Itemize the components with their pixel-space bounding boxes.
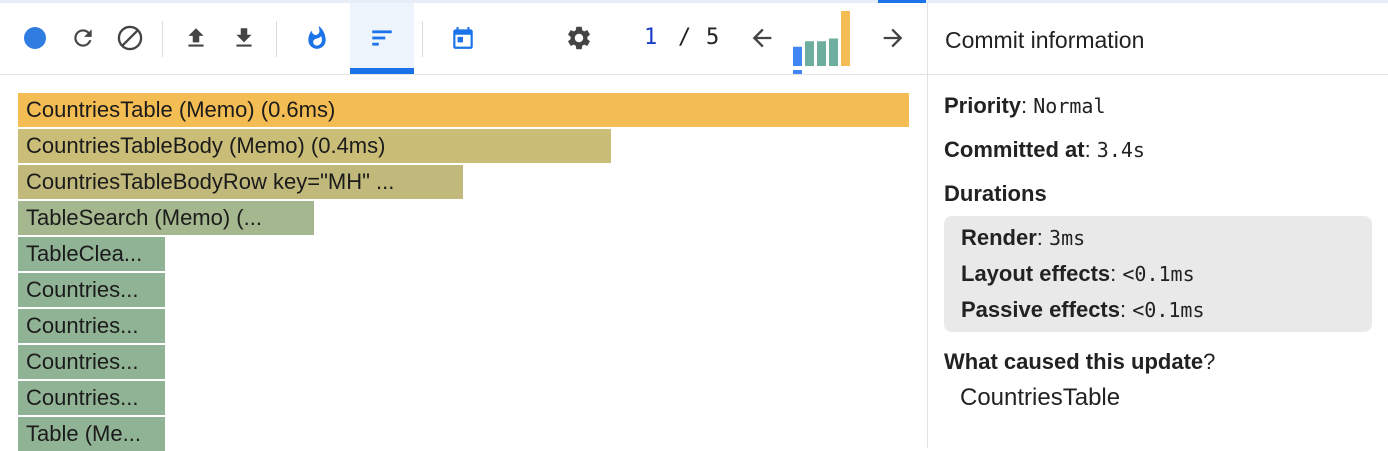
load-profile-button[interactable]	[179, 21, 213, 55]
commit-bar[interactable]	[841, 11, 850, 66]
commit-bar[interactable]	[829, 38, 838, 67]
commit-bar[interactable]	[817, 41, 826, 66]
toolbar-separator	[422, 21, 423, 57]
reload-and-profile-button[interactable]	[66, 21, 100, 55]
selected-commit-marker	[793, 70, 802, 74]
calendar-icon	[453, 27, 473, 49]
ranked-tab[interactable]	[365, 21, 399, 55]
commit-bar[interactable]	[805, 41, 814, 66]
update-cause-heading: What caused this update?	[944, 349, 1215, 375]
save-profile-button[interactable]	[227, 21, 261, 55]
clear-profile-button[interactable]	[113, 21, 147, 55]
passive-effects-row: Passive effects: <0.1ms	[961, 297, 1205, 322]
priority-label: Priority	[944, 93, 1022, 118]
previous-commit-button[interactable]	[745, 21, 779, 55]
sidebar-title: Commit information	[945, 27, 1145, 53]
priority-value: Normal	[1033, 94, 1106, 118]
commit-total: 5	[706, 25, 720, 50]
render-label: Render	[961, 225, 1037, 250]
profiler-toolbar: 1 / 5	[0, 3, 927, 75]
passive-effects-label: Passive effects	[961, 297, 1120, 322]
download-icon	[236, 28, 252, 47]
layout-effects-label: Layout effects	[961, 261, 1111, 286]
render-row: Render: 3ms	[961, 225, 1086, 250]
ranked-bar[interactable]: Countries...	[18, 309, 165, 343]
ranked-chart: CountriesTable (Memo) (0.6ms) CountriesTa…	[0, 75, 927, 451]
top-border	[0, 0, 1388, 3]
profiler-settings-button[interactable]	[562, 21, 596, 55]
block-icon	[117, 25, 143, 51]
durations-heading: Durations	[944, 181, 1047, 207]
render-value: 3ms	[1049, 226, 1086, 250]
arrow-left-icon	[752, 28, 772, 48]
sidebar-header: Commit information	[928, 3, 1388, 75]
commit-index: 1	[644, 25, 658, 50]
durations-box: Render: 3ms Layout effects: <0.1ms Passi…	[944, 216, 1372, 332]
commit-separator: /	[678, 25, 692, 50]
layout-effects-row: Layout effects: <0.1ms	[961, 261, 1195, 286]
ranked-bar[interactable]: CountriesTable (Memo) (0.6ms)	[18, 93, 909, 127]
timeline-tab[interactable]	[446, 21, 480, 55]
ranked-bar[interactable]: CountriesTableBodyRow key="MH" ...	[18, 165, 463, 199]
top-border-accent	[878, 0, 926, 3]
record-dot-icon	[24, 27, 46, 49]
upload-icon	[188, 28, 204, 47]
ranked-bar[interactable]: Table (Me...	[18, 417, 165, 451]
ranked-bar[interactable]: Countries...	[18, 345, 165, 379]
flame-icon	[308, 25, 326, 49]
commit-bar[interactable]	[793, 46, 802, 66]
committed-at-row: Committed at: 3.4s	[944, 137, 1145, 162]
arrow-right-icon	[883, 28, 903, 48]
toolbar-separator	[276, 21, 277, 57]
ranked-bar[interactable]: CountriesTableBody (Memo) (0.4ms)	[18, 129, 611, 163]
update-cause-label: What caused this update	[944, 349, 1204, 374]
active-tab-underline	[350, 68, 414, 74]
reload-icon	[74, 29, 92, 47]
ranked-bar[interactable]: Countries...	[18, 381, 165, 415]
layout-effects-value: <0.1ms	[1122, 262, 1195, 286]
update-cause-question-mark: ?	[1203, 349, 1216, 374]
passive-effects-value: <0.1ms	[1132, 298, 1205, 322]
update-cause-component[interactable]: CountriesTable	[960, 384, 1121, 411]
next-commit-button[interactable]	[876, 21, 910, 55]
durations-label: Durations	[944, 181, 1047, 206]
priority-row: Priority: Normal	[944, 93, 1106, 118]
toolbar-separator	[162, 21, 163, 57]
ranked-bar[interactable]: Countries...	[18, 273, 165, 307]
ranked-chart-icon	[372, 30, 392, 46]
ranked-bar[interactable]: TableSearch (Memo) (...	[18, 201, 314, 235]
panel-divider[interactable]	[927, 3, 928, 448]
committed-value: 3.4s	[1096, 138, 1145, 162]
commit-selector-chart[interactable]	[793, 11, 855, 74]
gear-icon	[568, 26, 590, 50]
committed-label: Committed at	[944, 137, 1085, 162]
ranked-bar[interactable]: TableClea...	[18, 237, 165, 271]
record-button[interactable]	[18, 21, 52, 55]
flamegraph-tab[interactable]	[300, 21, 334, 55]
